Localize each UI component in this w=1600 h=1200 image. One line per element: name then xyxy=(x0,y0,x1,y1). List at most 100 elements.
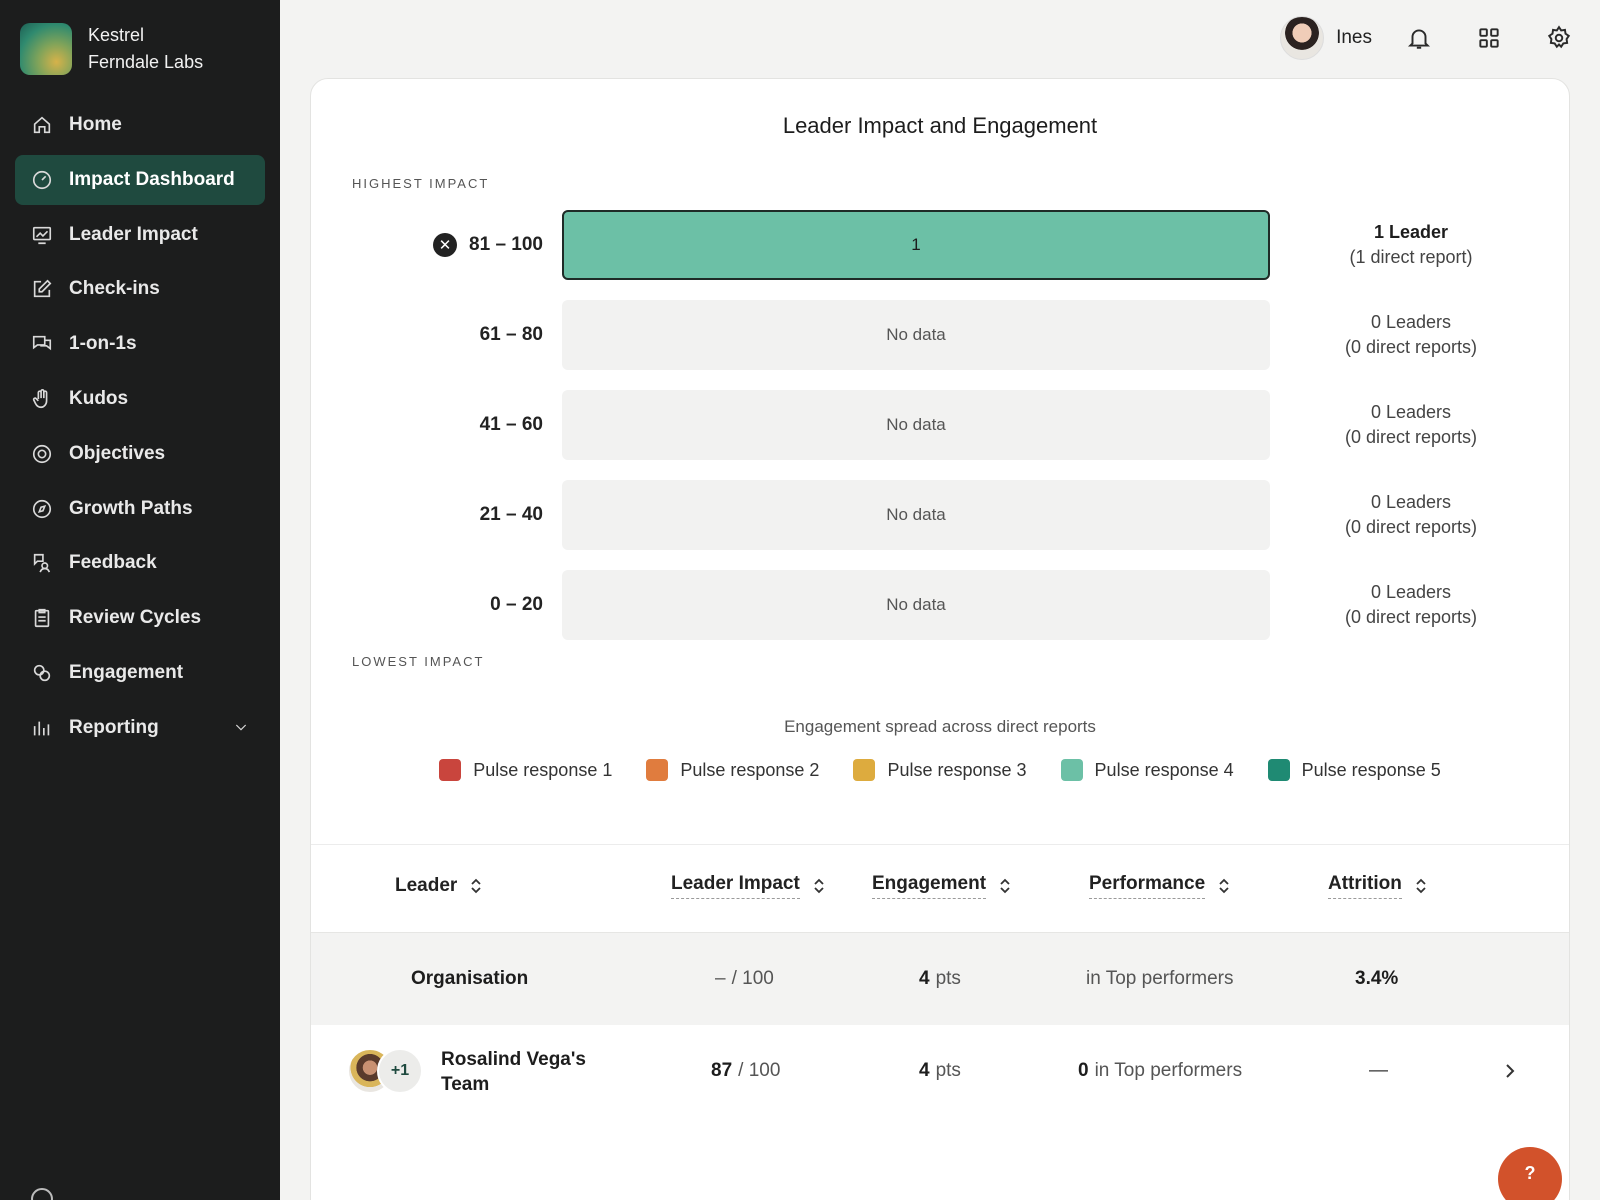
engagement-subtitle: Engagement spread across direct reports xyxy=(784,717,1096,736)
chevron-right-icon[interactable] xyxy=(1501,1061,1519,1081)
avatar[interactable] xyxy=(1280,16,1325,60)
sidebar-item-label: Engagement xyxy=(69,661,184,683)
sidebar-item-home[interactable]: Home xyxy=(15,100,265,150)
leader-count: 0 Leaders (0 direct reports) xyxy=(1291,400,1531,450)
sidebar-item-label: Review Cycles xyxy=(69,607,202,629)
column-header-label: Leader Impact xyxy=(671,873,800,899)
sidebar-item-label: Home xyxy=(69,114,122,135)
legend-label: Pulse response 3 xyxy=(887,759,1027,780)
sidebar-item-reporting[interactable]: Reporting xyxy=(15,703,265,753)
impact-row: 61 – 80 No data 0 Leaders (0 direct repo… xyxy=(311,300,1569,370)
clear-filter-icon[interactable]: ✕ xyxy=(433,233,458,257)
sidebar-item-label: Reporting xyxy=(69,716,159,738)
impact-bar: No data xyxy=(562,480,1270,550)
impact-bar: No data xyxy=(562,390,1270,460)
home-icon xyxy=(33,116,51,134)
sidebar-item-objectives[interactable]: Objectives xyxy=(15,429,265,479)
range-label: 61 – 80 xyxy=(479,324,543,345)
team-name-line: Team xyxy=(441,1074,490,1095)
column-header-label: Performance xyxy=(1089,873,1206,899)
performance-text: in Top performers xyxy=(1094,1060,1243,1081)
sidebar-item-leader-impact[interactable]: Leader Impact xyxy=(15,210,265,260)
legend-item: Pulse response 2 xyxy=(646,759,819,781)
sort-icon[interactable] xyxy=(998,877,1012,895)
impact-row: 41 – 60 No data 0 Leaders (0 direct repo… xyxy=(311,390,1569,460)
bell-icon[interactable] xyxy=(1406,25,1432,51)
legend-swatch xyxy=(1267,759,1290,781)
column-header-leader[interactable]: Leader xyxy=(395,875,483,897)
edit-icon xyxy=(33,279,52,298)
gear-icon[interactable] xyxy=(1546,25,1572,51)
brand[interactable]: Kestrel Ferndale Labs xyxy=(20,22,203,76)
range-text: 81 – 100 xyxy=(469,234,543,255)
performance-cell: 0 in Top performers xyxy=(1078,1025,1242,1117)
gauge-icon xyxy=(32,170,52,189)
sort-icon[interactable] xyxy=(469,877,483,895)
leader-count-line: 0 Leaders xyxy=(1370,492,1452,512)
brand-logo xyxy=(20,23,72,75)
compass-icon xyxy=(32,499,52,518)
legend-swatch xyxy=(646,759,669,781)
sort-icon[interactable] xyxy=(1414,877,1428,895)
engagement-cell: 4 pts xyxy=(919,933,961,1025)
sidebar-item-review-cycles[interactable]: Review Cycles xyxy=(15,593,265,643)
card-title: Leader Impact and Engagement xyxy=(782,113,1098,138)
leader-impact-cell: 87 / 100 xyxy=(711,1025,780,1117)
user-name[interactable]: Ines xyxy=(1336,27,1372,48)
leader-impact-cell: – / 100 xyxy=(715,933,774,1025)
range-label: 0 – 20 xyxy=(490,594,543,615)
column-header-performance[interactable]: Performance xyxy=(1089,873,1231,899)
sidebar-item-check-ins[interactable]: Check-ins xyxy=(15,264,265,314)
column-header-leader-impact[interactable]: Leader Impact xyxy=(671,873,826,899)
sidebar-bottom-icon[interactable] xyxy=(31,1188,53,1200)
brand-name: Kestrel xyxy=(88,25,145,45)
engagement-cell: 4 pts xyxy=(919,1025,961,1117)
chevron-down-icon[interactable] xyxy=(233,719,249,735)
sidebar-item-kudos[interactable]: Kudos xyxy=(15,374,265,424)
help-button[interactable]: ? xyxy=(1498,1147,1562,1200)
direct-report-count: (0 direct reports) xyxy=(1344,607,1478,627)
legend-item: Pulse response 1 xyxy=(439,759,612,781)
clipboard-icon xyxy=(34,609,50,628)
sidebar-item-impact-dashboard[interactable]: Impact Dashboard xyxy=(15,154,265,205)
sidebar-item-growth-paths[interactable]: Growth Paths xyxy=(15,484,265,534)
column-header-attrition[interactable]: Attrition xyxy=(1328,873,1428,899)
sidebar-item-engagement[interactable]: Engagement xyxy=(15,648,265,698)
sidebar-item-label: Growth Paths xyxy=(69,497,193,519)
team-name[interactable]: Rosalind Vega's Team xyxy=(441,1047,586,1097)
topbar: Ines xyxy=(1280,0,1600,76)
engagement-value: 4 xyxy=(919,1060,930,1081)
lowest-impact-label: LOWEST IMPACT xyxy=(352,654,485,669)
table-header: Leader Leader Impact Engagement Performa… xyxy=(311,845,1569,933)
impact-row: 0 – 20 No data 0 Leaders (0 direct repor… xyxy=(311,570,1569,640)
attrition-cell: 3.4% xyxy=(1355,968,1399,989)
leader-count: 0 Leaders (0 direct reports) xyxy=(1291,490,1531,540)
leader-count-line: 1 Leader xyxy=(1373,222,1449,242)
sidebar-item-1-on-1s[interactable]: 1-on-1s xyxy=(15,319,265,369)
sidebar-item-label: Impact Dashboard xyxy=(69,168,235,190)
leader-count: 0 Leaders (0 direct reports) xyxy=(1291,310,1531,360)
impact-card: Leader Impact and Engagement HIGHEST IMP… xyxy=(310,78,1570,1200)
direct-report-count: (0 direct reports) xyxy=(1344,517,1478,537)
impact-bar[interactable]: 1 xyxy=(562,210,1270,280)
apps-grid-icon[interactable] xyxy=(1476,25,1502,51)
direct-report-count: (1 direct report) xyxy=(1349,247,1473,267)
column-header-engagement[interactable]: Engagement xyxy=(872,873,1012,899)
hand-icon xyxy=(32,389,48,409)
sidebar-item-feedback[interactable]: Feedback xyxy=(15,538,265,588)
sort-icon[interactable] xyxy=(1217,877,1231,895)
legend-label: Pulse response 1 xyxy=(473,759,613,780)
row-name: Organisation xyxy=(411,968,529,989)
column-header-label: Engagement xyxy=(872,873,987,899)
sidebar-item-label: Leader Impact xyxy=(69,223,198,245)
sort-icon[interactable] xyxy=(812,877,826,895)
direct-report-count: (0 direct reports) xyxy=(1344,337,1478,357)
sidebar: Kestrel Ferndale Labs Home Impact Dashbo… xyxy=(0,0,280,1200)
workspace-name: Ferndale Labs xyxy=(88,52,204,72)
legend-label: Pulse response 4 xyxy=(1094,759,1234,780)
legend-item: Pulse response 5 xyxy=(1267,759,1441,781)
table-row[interactable]: +1 Rosalind Vega's Team 87 / 100 4 pts 0… xyxy=(311,1025,1569,1117)
range-label: 41 – 60 xyxy=(479,414,543,435)
chat-icon xyxy=(32,336,52,351)
impact-bar: No data xyxy=(562,570,1270,640)
